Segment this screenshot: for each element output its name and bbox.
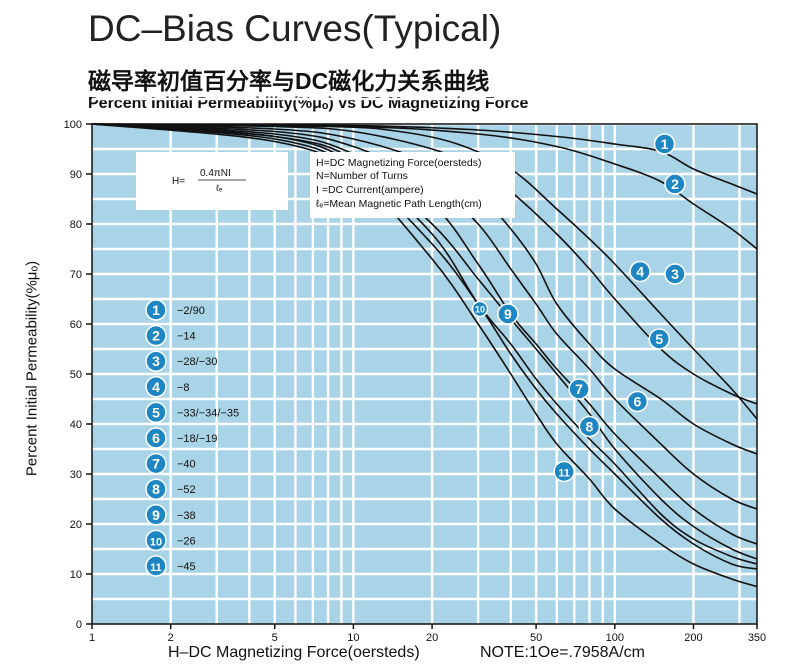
y-tick-label: 70 (70, 269, 82, 281)
x-axis-label: H–DC Magnetizing Force(oersteds) (168, 644, 420, 661)
legend-badge-5 (145, 401, 167, 424)
curve-badge-8 (578, 415, 601, 438)
legend-label: −8 (177, 382, 190, 394)
curve-badge-2 (664, 173, 686, 195)
formula-numerator: 0.4πNI (200, 168, 231, 179)
curve-badge-number: 6 (633, 394, 641, 410)
curve-badge-5 (648, 328, 671, 350)
legend-badge-number: 4 (152, 379, 160, 395)
legend-badge-10 (145, 529, 167, 552)
legend-label: −26 (177, 535, 196, 547)
curve-badge-10 (471, 300, 489, 318)
definition-line: N=Number of Turns (316, 170, 408, 182)
curve-3 (91, 123, 758, 420)
x-tick-label: 10 (347, 632, 359, 644)
legend-badge-number: 6 (152, 430, 160, 446)
curve-badge-1 (653, 133, 676, 155)
legend-badge-number: 11 (150, 562, 162, 574)
x-tick-label: 2 (168, 632, 174, 644)
legend-label: −45 (177, 561, 196, 573)
y-tick-label: 20 (70, 519, 82, 531)
legend-label: −52 (177, 484, 196, 496)
x-tick-label: 350 (748, 632, 766, 644)
legend-badge-3 (145, 350, 167, 372)
legend-badge-4 (145, 376, 167, 398)
curve-badge-number: 4 (636, 264, 644, 280)
definition-line: H=DC Magnetizing Force(oersteds) (316, 157, 481, 169)
legend-badge-number: 9 (152, 507, 160, 523)
y-tick-label: 40 (70, 419, 82, 431)
legend-badge-7 (145, 452, 167, 475)
definition-line: ℓₑ=Mean Magnetic Path Length(cm) (316, 198, 482, 210)
curve-badge-4 (629, 260, 651, 283)
legend-badge-number: 2 (152, 328, 160, 344)
y-tick-label: 80 (70, 219, 82, 231)
curve-badge-number: 8 (586, 419, 594, 435)
curve-badge-number: 3 (671, 266, 679, 282)
curve-5 (91, 123, 758, 455)
page-title: DC–Bias Curves(Typical) (88, 8, 502, 49)
curve-badge-11 (553, 460, 575, 483)
curve-7 (91, 123, 758, 545)
curve-badge-number: 7 (575, 381, 583, 397)
x-tick-label: 100 (606, 632, 624, 644)
y-tick-label: 10 (70, 569, 82, 581)
definitions-box (310, 152, 515, 218)
legend-badge-11 (145, 555, 167, 577)
legend-label: −28/−30 (177, 356, 217, 368)
y-tick-label: 60 (70, 319, 82, 331)
legend-label: −38 (177, 510, 196, 522)
curve-6 (91, 123, 758, 510)
legend-badge-8 (145, 478, 167, 500)
legend-label: −40 (177, 459, 196, 471)
formula-box (136, 152, 288, 210)
legend-badge-6 (145, 427, 167, 449)
curve-badge-number: 11 (558, 468, 570, 480)
x-tick-label: 50 (530, 632, 542, 644)
curve-badge-number: 9 (504, 306, 512, 322)
curve-badge-6 (626, 390, 649, 413)
legend-badge-number: 10 (150, 536, 162, 548)
curve-badge-number: 5 (655, 331, 663, 347)
legend-badge-number: 5 (152, 404, 160, 420)
x-tick-label: 20 (426, 632, 438, 644)
formula-lhs: H= (172, 176, 185, 187)
legend-badge-2 (145, 324, 167, 347)
legend-badge-9 (145, 504, 167, 526)
curve-badge-7 (568, 378, 590, 400)
x-tick-label: 200 (684, 632, 702, 644)
y-tick-label: 100 (64, 119, 82, 131)
y-tick-label: 0 (76, 619, 82, 631)
y-tick-label: 30 (70, 469, 82, 481)
legend-label: −33/−34/−35 (177, 407, 239, 419)
definition-line: I =DC Current(ampere) (316, 184, 424, 196)
legend-label: −2/90 (177, 305, 205, 317)
legend-badge-number: 1 (152, 302, 160, 318)
formula-denominator: ℓₑ (216, 183, 223, 193)
legend-badge-1 (145, 299, 167, 321)
legend-badge-number: 8 (152, 481, 160, 497)
y-tick-label: 50 (70, 369, 82, 381)
legend-label: −18/−19 (177, 433, 217, 445)
x-tick-label: 1 (89, 632, 95, 644)
legend-label: −14 (177, 331, 196, 343)
subtitle-chinese: 磁导率初值百分率与DC磁化力关系曲线 (88, 68, 490, 94)
curve-badge-9 (497, 303, 519, 325)
legend-badge-number: 3 (152, 353, 160, 369)
curve-badge-number: 1 (661, 136, 669, 152)
x-tick-label: 5 (272, 632, 278, 644)
curve-badge-number: 10 (475, 305, 485, 315)
curve-9 (91, 123, 758, 560)
curve-4 (91, 123, 758, 405)
curve-badge-number: 2 (671, 176, 679, 192)
unit-note: NOTE:1Oe=.7958A/cm (480, 644, 645, 661)
legend-badge-number: 7 (152, 456, 160, 472)
curve-badge-3 (664, 263, 686, 285)
y-tick-label: 90 (70, 169, 82, 181)
